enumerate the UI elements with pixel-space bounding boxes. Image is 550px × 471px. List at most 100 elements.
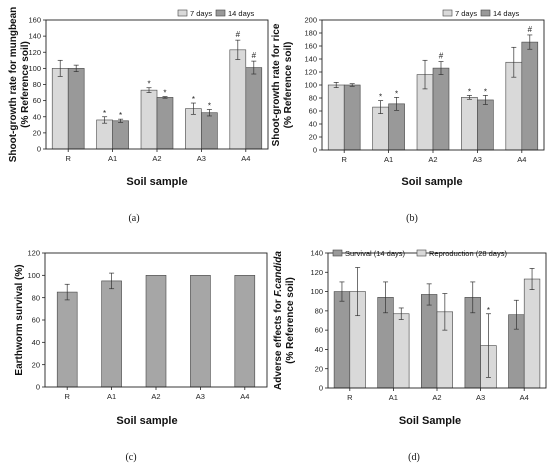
x-tick-label: A2 bbox=[152, 154, 161, 163]
y-tick-label: 80 bbox=[32, 293, 40, 302]
bar bbox=[521, 41, 539, 151]
significance-mark: # bbox=[252, 51, 257, 60]
legend-swatch bbox=[177, 9, 188, 17]
y-tick-label: 0 bbox=[36, 383, 40, 392]
x-tick-label: A1 bbox=[108, 154, 117, 163]
significance-mark: * bbox=[395, 89, 398, 98]
significance-mark: # bbox=[439, 52, 444, 61]
legend-label: Reproduction (28 days) bbox=[429, 249, 507, 258]
bar bbox=[190, 275, 211, 388]
panel-caption: (b) bbox=[406, 213, 418, 224]
y-tick-label: 120 bbox=[28, 48, 41, 57]
legend-label: 7 days bbox=[455, 9, 477, 18]
significance-mark: * bbox=[468, 87, 471, 96]
y-tick-label: 120 bbox=[310, 268, 323, 277]
bar bbox=[56, 291, 78, 388]
bar bbox=[101, 280, 122, 388]
bar bbox=[461, 97, 478, 151]
bar bbox=[523, 278, 541, 389]
bar bbox=[185, 108, 202, 150]
bar bbox=[140, 89, 158, 150]
x-axis-label: Soil Sample bbox=[399, 415, 461, 427]
legend-swatch bbox=[215, 9, 226, 17]
y-tick-label: 20 bbox=[315, 364, 323, 373]
x-tick-label: A2 bbox=[428, 155, 437, 164]
bar bbox=[388, 103, 405, 151]
bar bbox=[96, 119, 113, 150]
bar bbox=[327, 84, 345, 151]
x-tick-label: A1 bbox=[107, 392, 116, 401]
legend-swatch bbox=[332, 249, 343, 257]
x-tick-label: A3 bbox=[476, 393, 485, 402]
significance-mark: * bbox=[103, 109, 106, 118]
y-tick-label: 40 bbox=[33, 112, 41, 121]
legend-label: 14 days bbox=[493, 9, 520, 18]
y-tick-label: 40 bbox=[32, 338, 40, 347]
y-axis-label: (% Reference soil) bbox=[283, 42, 294, 129]
y-tick-label: 100 bbox=[28, 64, 41, 73]
bar bbox=[201, 112, 218, 150]
legend: 7 days 14 days bbox=[177, 9, 255, 18]
x-tick-label: A3 bbox=[196, 392, 205, 401]
panel-caption: (d) bbox=[408, 452, 420, 463]
y-tick-label: 120 bbox=[27, 249, 40, 258]
y-tick-label: 20 bbox=[309, 133, 317, 142]
significance-mark: * bbox=[163, 89, 166, 98]
x-tick-label: A3 bbox=[197, 154, 206, 163]
x-tick-label: A2 bbox=[432, 393, 441, 402]
y-tick-label: 60 bbox=[309, 107, 317, 116]
chart-panel-4: 0 20 40 60 80 100 120 140 R A1 A2 A3 A4 * Survival (14… bbox=[273, 249, 547, 463]
y-tick-label: 80 bbox=[309, 94, 317, 103]
bar bbox=[343, 84, 361, 151]
y-axis-label: Adverse effects for F.candida bbox=[273, 251, 284, 390]
y-tick-label: 80 bbox=[33, 80, 41, 89]
y-tick-label: 160 bbox=[304, 42, 317, 51]
legend-label: Survival (14 days) bbox=[345, 249, 406, 258]
bar bbox=[51, 68, 69, 150]
y-tick-label: 180 bbox=[304, 29, 317, 38]
bar bbox=[112, 120, 129, 150]
y-axis-label: Shoot-growth rate for mungbean bbox=[8, 7, 19, 163]
legend-swatch bbox=[480, 9, 491, 17]
bar bbox=[234, 275, 256, 388]
legend-label: 7 days bbox=[190, 9, 212, 18]
significance-mark: * bbox=[147, 80, 150, 89]
x-tick-label: A4 bbox=[241, 154, 250, 163]
y-tick-label: 100 bbox=[310, 287, 323, 296]
y-tick-label: 140 bbox=[304, 55, 317, 64]
y-tick-label: 0 bbox=[313, 146, 317, 155]
legend-swatch bbox=[416, 249, 427, 257]
y-tick-label: 200 bbox=[304, 16, 317, 25]
x-tick-label: A4 bbox=[240, 392, 249, 401]
plot-frame bbox=[327, 252, 547, 389]
significance-mark: * bbox=[119, 111, 122, 120]
legend: Survival (14 days) Reproduction (28 days) bbox=[332, 249, 507, 258]
y-tick-label: 60 bbox=[315, 326, 323, 335]
bar bbox=[145, 275, 167, 388]
x-tick-label: R bbox=[341, 155, 347, 164]
bar bbox=[393, 313, 410, 389]
chart-panel-2: 0 20 40 60 80 100 120 140 160 180 200 R A1 A2 A3 A4 * * # *… bbox=[271, 9, 545, 224]
y-tick-label: 160 bbox=[28, 16, 41, 25]
bar bbox=[333, 291, 351, 389]
x-tick-label: A1 bbox=[384, 155, 393, 164]
y-tick-label: 140 bbox=[310, 249, 323, 258]
significance-mark: * bbox=[192, 95, 195, 104]
x-tick-label: A4 bbox=[520, 393, 529, 402]
y-tick-label: 60 bbox=[33, 96, 41, 105]
y-axis-label: Earthworm survival (%) bbox=[14, 264, 25, 375]
y-tick-label: 0 bbox=[37, 145, 41, 154]
significance-mark: * bbox=[487, 306, 490, 315]
significance-mark: * bbox=[484, 87, 487, 96]
y-tick-label: 0 bbox=[319, 384, 323, 393]
x-tick-label: R bbox=[347, 393, 353, 402]
x-tick-label: A4 bbox=[517, 155, 526, 164]
panel-caption: (c) bbox=[125, 452, 136, 463]
significance-mark: * bbox=[208, 101, 211, 110]
y-axis-label: (% Reference soil) bbox=[20, 41, 31, 128]
y-axis-label: (% Reference soil) bbox=[285, 277, 296, 364]
plot-frame bbox=[321, 19, 545, 151]
significance-mark: # bbox=[528, 25, 533, 34]
panel-caption: (a) bbox=[128, 213, 139, 224]
chart-panel-3: 0 20 40 60 80 100 120 R A1 A2 A3 A4 Earthworm surviv… bbox=[14, 249, 268, 463]
